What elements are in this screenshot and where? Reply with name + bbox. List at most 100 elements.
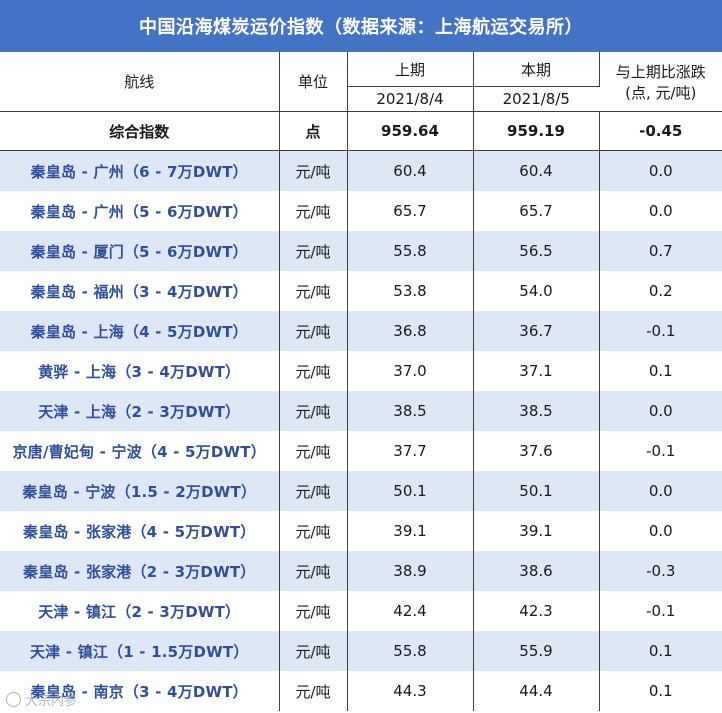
curr-value-cell: 55.9 <box>473 631 600 671</box>
unit-cell: 元/吨 <box>279 471 348 511</box>
prev-value-cell: 37.0 <box>347 351 474 391</box>
prev-value-cell: 38.5 <box>347 391 474 431</box>
header-change-line1: 与上期比涨跌 <box>615 62 706 81</box>
unit-cell: 元/吨 <box>279 511 348 551</box>
curr-value-cell: 54.0 <box>473 271 600 311</box>
unit-cell: 元/吨 <box>279 551 348 591</box>
unit-cell: 元/吨 <box>279 191 348 231</box>
table-row: 秦皇岛 - 福州（3 - 4万DWT） 元/吨 53.8 54.0 0.2 <box>0 271 722 311</box>
route-cell: 黄骅 - 上海（3 - 4万DWT） <box>0 351 280 391</box>
header-prev: 上期 <box>347 52 474 87</box>
route-cell: 秦皇岛 - 厦门（5 - 6万DWT） <box>0 231 280 271</box>
watermark: 大宗内参 <box>6 690 77 709</box>
prev-value-cell: 50.1 <box>347 471 474 511</box>
prev-value-cell: 37.7 <box>347 431 474 471</box>
route-cell: 京唐/曹妃甸 - 宁波（4 - 5万DWT） <box>0 431 280 471</box>
change-cell: 0.0 <box>599 511 722 551</box>
header-curr: 本期 <box>473 52 600 87</box>
prev-value-cell: 60.4 <box>347 150 474 191</box>
change-cell: 0.2 <box>599 271 722 311</box>
change-cell: -0.1 <box>599 311 722 351</box>
change-cell: 0.7 <box>599 231 722 271</box>
prev-value-cell: 53.8 <box>347 271 474 311</box>
summary-change: -0.45 <box>599 111 722 151</box>
table-row: 秦皇岛 - 张家港（2 - 3万DWT） 元/吨 38.9 38.6 -0.3 <box>0 551 722 591</box>
table-row: 黄骅 - 上海（3 - 4万DWT） 元/吨 37.0 37.1 0.1 <box>0 351 722 391</box>
header-change: 与上期比涨跌 (点, 元/吨) <box>599 52 722 112</box>
summary-unit: 点 <box>279 111 348 151</box>
header-curr-date: 2021/8/5 <box>473 86 599 112</box>
unit-cell: 元/吨 <box>279 271 348 311</box>
route-cell: 秦皇岛 - 张家港（2 - 3万DWT） <box>0 551 280 591</box>
route-cell: 秦皇岛 - 广州（5 - 6万DWT） <box>0 191 280 231</box>
curr-value-cell: 65.7 <box>473 191 600 231</box>
change-cell: 0.0 <box>599 391 722 431</box>
header-unit: 单位 <box>279 52 348 112</box>
curr-value-cell: 60.4 <box>473 150 600 191</box>
prev-value-cell: 55.8 <box>347 231 474 271</box>
unit-cell: 元/吨 <box>279 391 348 431</box>
route-cell: 秦皇岛 - 宁波（1.5 - 2万DWT） <box>0 471 280 511</box>
route-cell: 天津 - 镇江（1 - 1.5万DWT） <box>0 631 280 671</box>
watermark-logo-icon <box>6 692 21 707</box>
route-cell: 秦皇岛 - 上海（4 - 5万DWT） <box>0 311 280 351</box>
table-row: 京唐/曹妃甸 - 宁波（4 - 5万DWT） 元/吨 37.7 37.6 -0.1 <box>0 431 722 471</box>
curr-value-cell: 38.6 <box>473 551 600 591</box>
prev-value-cell: 42.4 <box>347 591 474 631</box>
prev-value-cell: 39.1 <box>347 511 474 551</box>
header-route: 航线 <box>0 52 280 112</box>
table-row: 天津 - 镇江（1 - 1.5万DWT） 元/吨 55.8 55.9 0.1 <box>0 631 722 671</box>
change-cell: 0.0 <box>599 150 722 191</box>
prev-value-cell: 36.8 <box>347 311 474 351</box>
prev-value-cell: 55.8 <box>347 631 474 671</box>
unit-cell: 元/吨 <box>279 311 348 351</box>
prev-value-cell: 65.7 <box>347 191 474 231</box>
change-cell: 0.0 <box>599 471 722 511</box>
curr-value-cell: 36.7 <box>473 311 600 351</box>
route-cell: 天津 - 上海（2 - 3万DWT） <box>0 391 280 431</box>
summary-row: 综合指数 点 959.64 959.19 -0.45 <box>0 111 722 151</box>
change-cell: 0.1 <box>599 631 722 671</box>
unit-cell: 元/吨 <box>279 671 348 711</box>
curr-value-cell: 37.6 <box>473 431 600 471</box>
table-row: 天津 - 上海（2 - 3万DWT） 元/吨 38.5 38.5 0.0 <box>0 391 722 431</box>
unit-cell: 元/吨 <box>279 631 348 671</box>
route-cell: 秦皇岛 - 张家港（4 - 5万DWT） <box>0 511 280 551</box>
curr-value-cell: 50.1 <box>473 471 600 511</box>
coal-freight-index-table: 航线 单位 上期 本期 与上期比涨跌 (点, 元/吨) 2021/8/4 202… <box>0 52 722 711</box>
table-row: 秦皇岛 - 上海（4 - 5万DWT） 元/吨 36.8 36.7 -0.1 <box>0 311 722 351</box>
unit-cell: 元/吨 <box>279 431 348 471</box>
unit-cell: 元/吨 <box>279 150 348 191</box>
curr-value-cell: 42.3 <box>473 591 600 631</box>
route-cell: 秦皇岛 - 福州（3 - 4万DWT） <box>0 271 280 311</box>
table-row: 天津 - 镇江（2 - 3万DWT） 元/吨 42.4 42.3 -0.1 <box>0 591 722 631</box>
route-cell: 秦皇岛 - 广州（6 - 7万DWT） <box>0 150 280 191</box>
table-row: 秦皇岛 - 宁波（1.5 - 2万DWT） 元/吨 50.1 50.1 0.0 <box>0 471 722 511</box>
summary-route: 综合指数 <box>0 111 280 151</box>
table-title: 中国沿海煤炭运价指数（数据来源：上海航运交易所） <box>0 0 722 52</box>
change-cell: 0.0 <box>599 191 722 231</box>
table-row: 秦皇岛 - 广州（5 - 6万DWT） 元/吨 65.7 65.7 0.0 <box>0 191 722 231</box>
table-row: 秦皇岛 - 南京（3 - 4万DWT） 元/吨 44.3 44.4 0.1 <box>0 671 722 711</box>
header-prev-date: 2021/8/4 <box>347 86 474 112</box>
route-cell: 天津 - 镇江（2 - 3万DWT） <box>0 591 280 631</box>
change-cell: 0.1 <box>599 351 722 391</box>
change-cell: -0.1 <box>599 431 722 471</box>
summary-prev: 959.64 <box>347 111 474 151</box>
curr-value-cell: 37.1 <box>473 351 600 391</box>
unit-cell: 元/吨 <box>279 231 348 271</box>
summary-curr: 959.19 <box>473 111 600 151</box>
unit-cell: 元/吨 <box>279 351 348 391</box>
curr-value-cell: 44.4 <box>473 671 600 711</box>
curr-value-cell: 38.5 <box>473 391 600 431</box>
prev-value-cell: 38.9 <box>347 551 474 591</box>
curr-value-cell: 39.1 <box>473 511 600 551</box>
change-cell: 0.1 <box>599 671 722 711</box>
curr-value-cell: 56.5 <box>473 231 600 271</box>
table-row: 秦皇岛 - 广州（6 - 7万DWT） 元/吨 60.4 60.4 0.0 <box>0 150 722 191</box>
unit-cell: 元/吨 <box>279 591 348 631</box>
change-cell: -0.1 <box>599 591 722 631</box>
table-row: 秦皇岛 - 张家港（4 - 5万DWT） 元/吨 39.1 39.1 0.0 <box>0 511 722 551</box>
change-cell: -0.3 <box>599 551 722 591</box>
watermark-text: 大宗内参 <box>25 694 78 709</box>
